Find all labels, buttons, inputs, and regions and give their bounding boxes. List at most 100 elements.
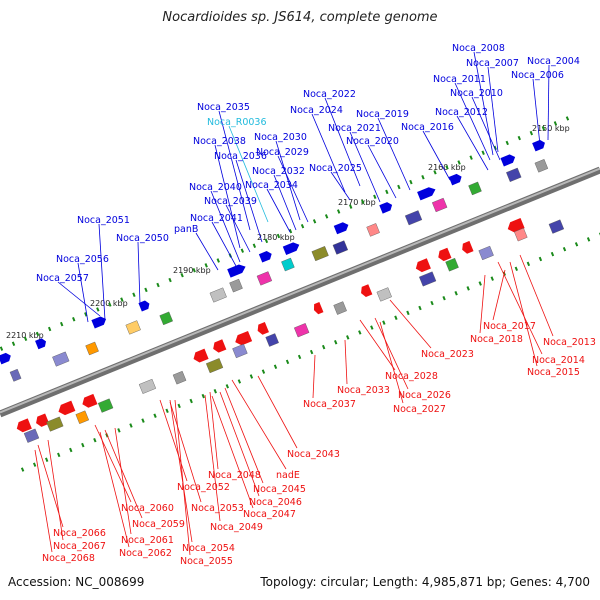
gene-box — [205, 358, 224, 374]
tick-mark — [273, 364, 278, 369]
gene-box — [404, 210, 423, 226]
tick-mark — [565, 116, 570, 121]
forward-gene-arrow — [379, 202, 393, 214]
tick-mark — [129, 423, 133, 428]
reverse-gene-arrow — [235, 330, 253, 346]
gene-box — [85, 341, 99, 356]
tick-mark — [433, 170, 437, 175]
reverse-gene-arrow — [313, 301, 324, 315]
tick-mark — [96, 307, 100, 312]
forward-leader-line — [456, 115, 489, 171]
forward-leader-line — [57, 281, 101, 317]
reverse-leader-line — [519, 254, 554, 337]
tick-mark — [23, 336, 28, 342]
tick-mark — [394, 315, 398, 320]
forward-gene-arrow — [532, 139, 545, 152]
tick-mark — [457, 160, 461, 165]
tick-label: 2150 kbp — [532, 124, 570, 133]
gene-box — [468, 181, 482, 196]
forward-gene-label: Noca_2004 — [527, 56, 580, 67]
tick-mark — [117, 428, 121, 433]
tick-mark — [490, 276, 494, 281]
forward-gene-label: Noca_2057 — [36, 273, 89, 284]
reverse-leader-line — [204, 394, 221, 522]
forward-gene-label: Noca_2056 — [56, 254, 109, 265]
tick-mark — [177, 403, 181, 409]
tick-mark — [421, 174, 425, 180]
tick-mark — [108, 302, 112, 307]
tick-mark — [406, 310, 410, 316]
forward-gene-arrow — [500, 154, 516, 167]
tick-mark — [553, 121, 558, 126]
tick-mark — [526, 261, 531, 267]
forward-leader-line — [195, 232, 219, 271]
tick-mark — [0, 346, 4, 351]
tick-mark — [81, 442, 85, 448]
tick-mark — [189, 398, 193, 404]
gene-box — [125, 320, 141, 335]
tick-mark — [574, 242, 579, 247]
gene-box — [232, 343, 248, 359]
reverse-gene-label: Noca_2061 — [121, 535, 174, 546]
forward-gene-label: Noca_2008 — [452, 43, 505, 54]
reverse-gene-label: Noca_2060 — [121, 503, 174, 514]
forward-leader-line — [228, 125, 269, 223]
reverse-gene-label: Noca_2052 — [177, 482, 230, 493]
tick-mark — [361, 199, 365, 204]
reverse-leader-line — [492, 269, 506, 321]
tick-mark — [493, 145, 497, 151]
forward-leader-line — [487, 66, 499, 153]
forward-leader-line — [275, 140, 301, 221]
tick-mark — [466, 286, 470, 291]
map-title: Nocardioides sp. JS614, complete genome — [162, 10, 438, 25]
reverse-gene-label: Noca_2014 — [532, 355, 585, 366]
gene-box — [281, 257, 295, 272]
forward-gene-label: Noca_2039 — [204, 196, 257, 207]
reverse-leader-line — [219, 391, 260, 497]
tick-mark — [93, 437, 97, 443]
reverse-leader-line — [94, 424, 132, 503]
reverse-gene-label: Noca_2059 — [132, 519, 185, 530]
forward-gene-arrow — [35, 338, 47, 350]
reverse-gene-arrow — [36, 413, 50, 427]
forward-gene-arrow — [0, 352, 11, 365]
tick-mark — [165, 408, 169, 414]
reverse-leader-line — [169, 399, 193, 543]
tick-mark — [336, 209, 341, 214]
forward-gene-arrow — [417, 187, 436, 201]
forward-gene-label: Noca_2016 — [401, 122, 454, 133]
forward-gene-label: Noca_2030 — [254, 132, 307, 143]
forward-leader-line — [266, 188, 291, 233]
forward-gene-label: Noca_2012 — [435, 107, 488, 118]
tick-mark — [300, 223, 305, 229]
tick-mark — [261, 369, 266, 374]
tick-mark — [409, 179, 413, 185]
tick-mark — [324, 214, 329, 219]
tick-mark — [153, 413, 157, 418]
tick-mark — [240, 248, 245, 253]
reverse-leader-line — [374, 317, 409, 390]
reverse-gene-label: Noca_2048 — [208, 470, 261, 481]
gene-box — [506, 167, 522, 182]
reverse-gene-arrow — [16, 418, 32, 433]
tick-label: 2210 kbp — [6, 331, 44, 340]
gene-box — [172, 370, 187, 385]
reverse-leader-line — [159, 399, 188, 482]
gene-box — [265, 333, 279, 347]
forward-gene-label: Noca_2032 — [252, 166, 305, 177]
forward-gene-label: Noca_2025 — [309, 163, 362, 174]
gene-box — [534, 158, 549, 173]
reverse-gene-label: Noca_2046 — [249, 497, 302, 508]
forward-leader-line — [211, 221, 237, 267]
tick-mark — [11, 341, 16, 346]
tick-mark — [418, 305, 422, 311]
forward-leader-line — [422, 130, 451, 181]
tick-mark — [285, 359, 290, 365]
reverse-leader-line — [389, 299, 432, 349]
tick-label: 2190 kbp — [173, 266, 211, 275]
tick-mark — [541, 126, 546, 131]
reverse-gene-arrow — [507, 217, 525, 233]
tick-mark — [35, 331, 40, 337]
gene-box — [332, 240, 349, 255]
tick-mark — [382, 320, 386, 325]
